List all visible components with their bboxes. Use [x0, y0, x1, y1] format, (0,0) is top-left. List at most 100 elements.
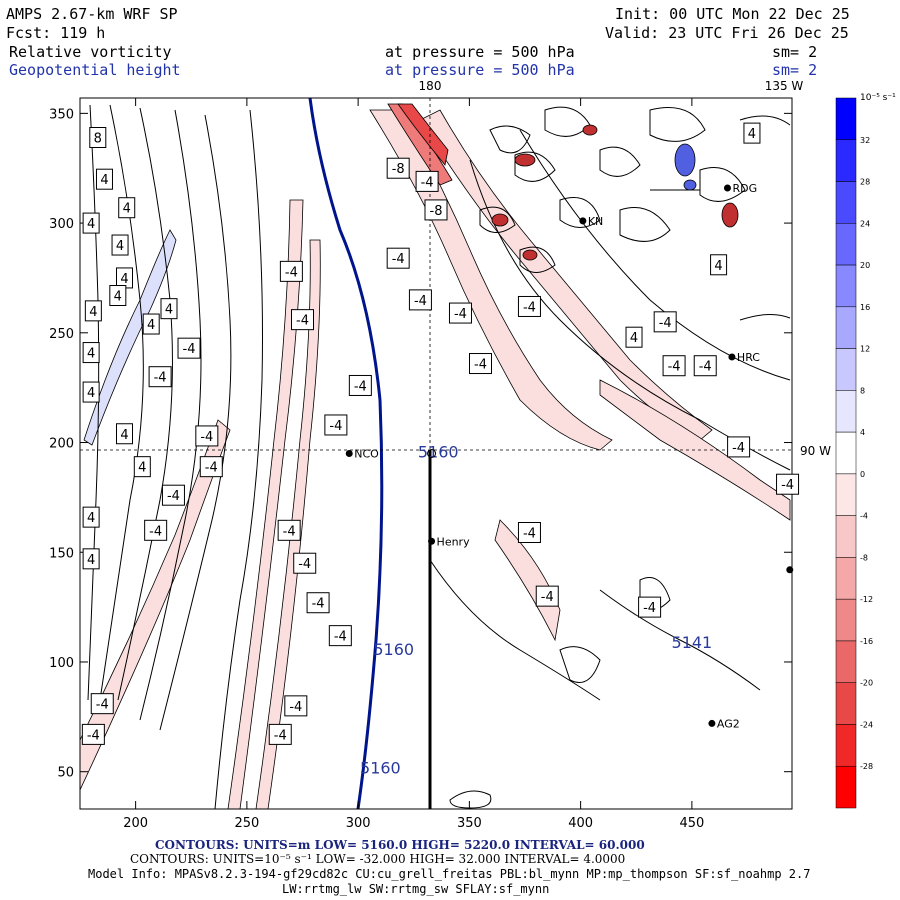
vorticity-label-box: [291, 309, 314, 331]
pole-marker: [427, 449, 437, 458]
vorticity-label: 4: [714, 259, 722, 274]
vorticity-label-box: [82, 548, 100, 570]
colorbar-cell: [835, 306, 857, 349]
vorticity-label-box: [625, 326, 643, 348]
vorticity-label: -4: [87, 728, 100, 743]
x-tick-label: 400: [568, 816, 593, 831]
footer-contours-height: CONTOURS: UNITS=m LOW= 5160.0 HIGH= 5220…: [155, 838, 645, 852]
colorbar-cell: [835, 223, 857, 266]
vorticity-label: -4: [392, 252, 405, 267]
vorticity-label-box: [328, 625, 352, 647]
vorticity-label: -4: [96, 698, 109, 713]
meridian-180-label: 180: [419, 79, 442, 93]
vorticity-label-box: [144, 519, 168, 541]
y-tick-label: 100: [49, 656, 74, 671]
vorticity-label-box: [693, 355, 717, 377]
colorbar-cell: [835, 640, 857, 683]
vorticity-label: -4: [289, 700, 302, 715]
vorticity-label-box: [653, 311, 677, 333]
vorticity-label: 4: [748, 127, 756, 142]
vorticity-label-box: [277, 519, 301, 541]
vorticity-label: -4: [183, 342, 196, 357]
vorticity-label: -4: [205, 461, 218, 476]
vorticity-label: -8: [392, 162, 405, 177]
vorticity-label: -4: [668, 360, 681, 375]
vorticity-label: -4: [285, 265, 298, 280]
vorticity-label: 4: [87, 386, 95, 401]
vorticity-label: 4: [630, 331, 638, 346]
meridian-135w-label: 135 W: [765, 79, 804, 93]
vorticity-label-box: [348, 374, 372, 396]
vorticity-label: 4: [138, 461, 146, 476]
colorbar-level: 16: [860, 303, 870, 312]
colorbar-cell: [835, 765, 857, 809]
station-label: KN: [588, 215, 603, 228]
vorticity-label-box: [142, 313, 160, 335]
station-dot: [708, 719, 716, 727]
field2-level: at pressure = 500 hPa: [385, 61, 575, 79]
vorticity-label-box: [177, 337, 201, 359]
colorbar-cell: [835, 348, 857, 391]
init-time: Init: 00 UTC Mon 22 Dec 25: [615, 5, 850, 23]
height-label: 5160: [418, 442, 459, 461]
vorticity-label: -4: [732, 441, 745, 456]
colorbar-level: 0: [860, 470, 865, 479]
vorticity-label-box: [293, 552, 317, 574]
colorbar-cell: [835, 682, 857, 725]
colorbar-level: -16: [860, 637, 873, 646]
station-dot: [728, 353, 736, 361]
colorbar-cell: [835, 390, 857, 433]
vorticity-label: 4: [165, 303, 173, 318]
colorbar-unit: 10⁻⁵ s⁻¹: [860, 93, 896, 103]
vorticity-label: 4: [120, 428, 128, 443]
vorticity-label: -4: [334, 630, 347, 645]
x-tick-label: 200: [123, 816, 148, 831]
vorticity-label: 4: [147, 318, 155, 333]
colorbar-cell: [835, 139, 857, 182]
vorticity-label: -4: [167, 489, 180, 504]
field2-name: Geopotential height: [9, 61, 181, 79]
colorbar-cell: [835, 473, 857, 516]
station-dot: [428, 537, 436, 545]
vorticity-label: -4: [541, 590, 554, 605]
station-label: Henry: [437, 535, 471, 548]
vorticity-label-box: [82, 506, 100, 528]
vorticity-label-box: [82, 381, 100, 403]
vorticity-label-box: [90, 693, 114, 715]
y-tick-label: 350: [49, 107, 74, 122]
colorbar-level: 8: [860, 386, 865, 395]
vorticity-label-box: [727, 436, 751, 458]
vorticity-label: -4: [643, 601, 656, 616]
vorticity-label-box: [415, 170, 439, 192]
vorticity-label: 4: [87, 511, 95, 526]
vorticity-label-box: [662, 355, 686, 377]
vorticity-label: 4: [120, 272, 128, 287]
station-label: NCO: [354, 448, 379, 461]
vorticity-label: -4: [523, 527, 536, 542]
vorticity-label: -4: [312, 597, 325, 612]
vorticity-label-box: [306, 592, 330, 614]
vorticity-label: -4: [414, 294, 427, 309]
field2-smoothing: sm= 2: [772, 61, 818, 79]
vorticity-label-box: [743, 122, 761, 144]
colorbar-level: 20: [860, 261, 870, 270]
vorticity-label-box: [82, 342, 100, 364]
colorbar-level: 4: [860, 428, 865, 437]
vorticity-label: -4: [523, 300, 536, 315]
vorticity-label: 4: [89, 305, 97, 320]
vorticity-label: 4: [87, 217, 95, 232]
colorbar-level: 12: [860, 345, 870, 354]
station-label: AG2: [717, 717, 740, 730]
vorticity-label: -4: [149, 524, 162, 539]
vorticity-label-box: [160, 298, 178, 320]
vorticity-label-box: [81, 723, 105, 745]
vorticity-label: 8: [94, 132, 102, 147]
colorbar-level: 32: [860, 136, 870, 145]
vorticity-label-box: [424, 199, 448, 221]
model-title: AMPS 2.67-km WRF SP: [6, 5, 178, 23]
colorbar-level: -12: [860, 595, 873, 604]
valid-time: Valid: 23 UTC Fri 26 Dec 25: [605, 24, 849, 42]
vorticity-label: -4: [200, 430, 213, 445]
vorticity-label-box: [408, 289, 432, 311]
plot-frame: [79, 97, 793, 810]
